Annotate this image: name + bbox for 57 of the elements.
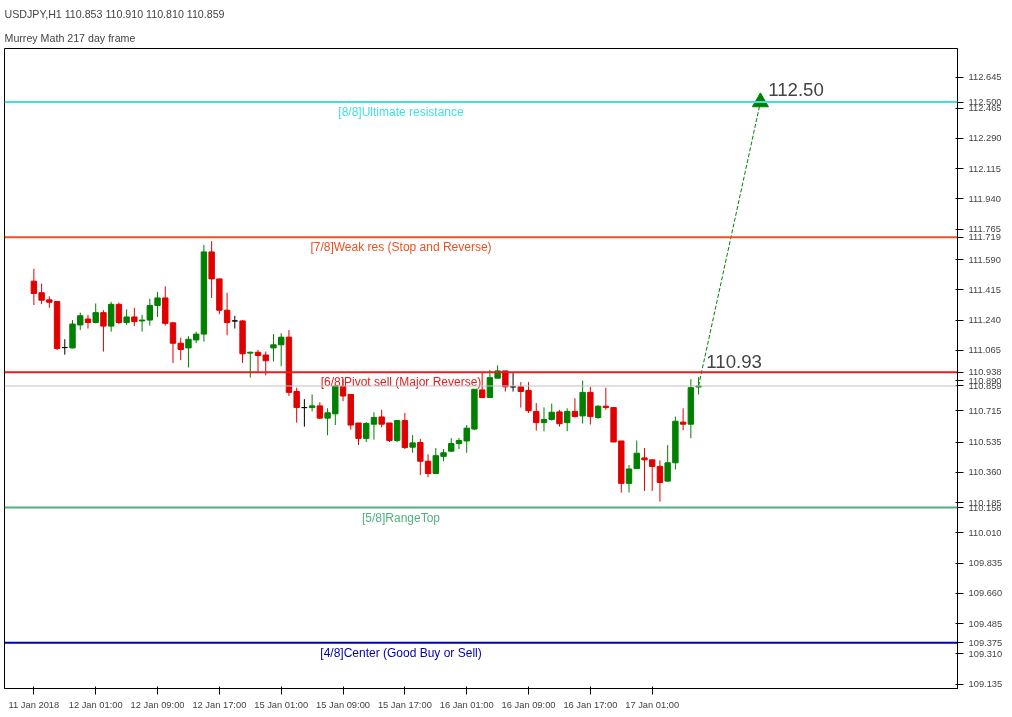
candlestick (308, 393, 316, 412)
candlestick (679, 407, 687, 431)
ref-line-label: [4/8]Center (Good Buy or Sell) (320, 645, 482, 660)
text: 111.590 (968, 254, 1001, 265)
x-tick-label: 16 Jan 09:00 (501, 699, 556, 710)
x-tick-label: 15 Jan 17:00 (377, 699, 432, 710)
y-tick-label: 112.115 (968, 163, 1001, 174)
text: 112.290 (968, 133, 1002, 144)
chart-title: USDJPY,H1 110.853 110.910 110.810 110.859 (4, 7, 225, 20)
candlestick (563, 407, 571, 432)
ref-line-label: [5/8]RangeTop (361, 510, 441, 525)
annotation: 110.93 (706, 350, 762, 372)
x-tick-label: 16 Jan 17:00 (563, 699, 618, 710)
text: 110.010 (968, 527, 1002, 538)
candlestick (579, 380, 586, 425)
candlestick (100, 309, 107, 353)
candlestick (107, 301, 115, 333)
candlestick (84, 314, 92, 330)
x-tick-label: 16 Jan 01:00 (439, 699, 494, 710)
candlestick (131, 307, 138, 327)
candlestick (247, 351, 254, 379)
candlestick (393, 420, 401, 443)
x-tick-label: 15 Jan 01:00 (254, 699, 309, 710)
x-tick-label: 11 Jan 2018 (8, 699, 60, 710)
candlestick (417, 438, 424, 476)
y-tick-label: 109.835 (968, 558, 1003, 569)
candlestick (656, 459, 664, 503)
ref-line-label: [7/8]Weak res (Stop and Reverse) (310, 240, 492, 255)
x-tick-label: 15 Jan 09:00 (316, 699, 371, 710)
candlestick (533, 402, 540, 432)
ref-line-label: [8/8]Ultimate resistance (338, 105, 465, 120)
candlestick (424, 453, 432, 478)
y-tick-label: 110.715 (968, 405, 1002, 416)
annotation: 112.50 (768, 79, 824, 101)
ref-line-label: [6/8]Pivot sell (Major Reverse) (320, 375, 482, 390)
y-tick-label: 109.375 (968, 637, 1003, 648)
chart-subtitle: Murrey Math 217 day frame (4, 31, 136, 44)
text: 109.310 (968, 648, 1003, 659)
y-tick-label: 111.415 (968, 284, 1001, 295)
y-tick-label: 110.938 (968, 367, 1002, 378)
y-tick-label: 109.135 (968, 679, 1003, 690)
candlestick (115, 302, 123, 325)
text: 110.360 (968, 467, 1002, 478)
y-tick-label: 112.645 (968, 72, 1002, 83)
y-tick-label: 111.065 (968, 345, 1001, 356)
y-tick-label: 111.765 (968, 224, 1001, 235)
x-tick-label: 17 Jan 01:00 (625, 699, 680, 710)
y-tick-label: 109.485 (968, 618, 1003, 629)
candlestick (223, 292, 231, 336)
y-tick-label: 110.535 (968, 437, 1002, 448)
x-tick-label: 12 Jan 17:00 (192, 699, 247, 710)
text: 111.940 (968, 193, 1001, 204)
x-tick-label: 12 Jan 01:00 (68, 699, 123, 710)
text: 111.240 (968, 315, 1001, 326)
y-tick-label: 111.719 (968, 232, 1001, 243)
x-tick-label: 12 Jan 09:00 (130, 699, 185, 710)
text: 109.660 (968, 588, 1003, 599)
